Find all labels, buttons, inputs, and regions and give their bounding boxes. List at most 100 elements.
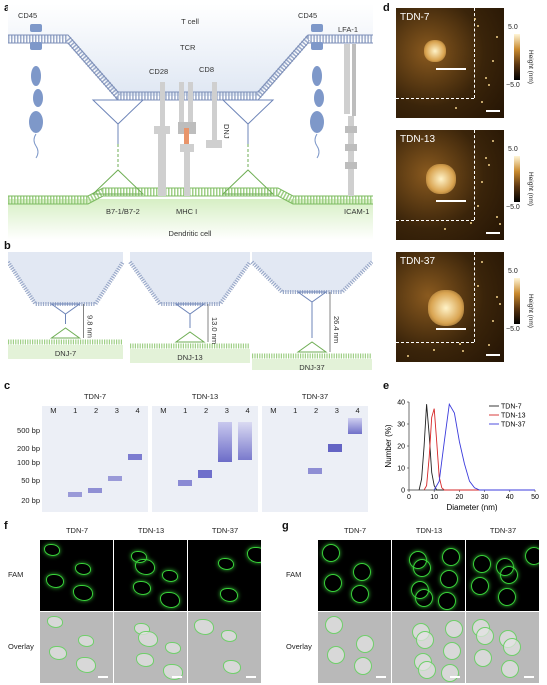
- overlay-image: [188, 612, 261, 683]
- panel-e-chart: 0 10 20 30 40 50 0 10 20 30 40 Diameter (nm) Number …: [384, 400, 539, 513]
- cell: [322, 544, 340, 562]
- gel-image: M 1 2 3 4: [42, 406, 148, 512]
- gel-tdn37: TDN-37 M 1 2 3 4: [262, 392, 368, 512]
- cell: [44, 544, 60, 556]
- lane-label: 3: [334, 406, 339, 415]
- cell: [194, 619, 214, 635]
- panel-label-f: f: [4, 520, 8, 532]
- cell: [501, 660, 519, 678]
- overlay-image: [318, 612, 391, 683]
- dnj-unit-1: 9.8 nm DNJ-7: [8, 252, 125, 359]
- panel-label-g: g: [282, 520, 289, 532]
- cell: [471, 577, 489, 595]
- cell: [165, 642, 181, 654]
- panel-g-microscopy: TDN-7 TDN-13 TDN-37 FAM Overlay: [286, 526, 546, 684]
- row-label: FAM: [286, 570, 302, 579]
- lane-label: 4: [245, 406, 250, 415]
- lane-label: M: [160, 406, 167, 415]
- column-title: TDN-37: [211, 526, 239, 535]
- cell: [440, 570, 458, 588]
- band: [178, 480, 192, 486]
- afm-particle: [428, 290, 464, 326]
- y-tick-label: 40: [397, 400, 405, 407]
- height-colorbar: [514, 156, 520, 202]
- dendritic-cell-membrane: [8, 188, 373, 204]
- cell: [160, 592, 180, 608]
- cell: [354, 657, 372, 675]
- y-tick-label: 20: [397, 444, 405, 451]
- afm-particle: [424, 40, 446, 62]
- cell: [476, 627, 494, 645]
- height-colorbar: [514, 278, 520, 324]
- cell: [47, 616, 63, 628]
- panel-label-d: d: [383, 2, 390, 14]
- label-cd45-left: CD45: [18, 11, 37, 20]
- cell: [162, 570, 178, 582]
- ladder-200: 200 bp: [17, 444, 40, 453]
- panel-d-afm: TDN-7 5.0 −5.0 Height (nm) TDN-13 5.0 −5.0 Heig…: [396, 8, 544, 370]
- band: [88, 488, 102, 493]
- cell: [353, 563, 371, 581]
- lfa1-icam1-pair: [344, 44, 357, 196]
- colorbar-min: −5.0: [506, 82, 520, 89]
- cell: [135, 559, 155, 575]
- panel-f-microscopy: TDN-7 TDN-13 TDN-37 FAM Overlay: [8, 526, 268, 684]
- legend-entry: TDN-7: [501, 404, 522, 411]
- band: [238, 422, 252, 460]
- cell: [443, 642, 461, 660]
- cell: [445, 620, 463, 638]
- cell: [442, 548, 460, 566]
- label-dendritic-cell: Dendritic cell: [169, 229, 212, 238]
- band: [128, 454, 142, 460]
- ladder-500: 500 bp: [17, 426, 40, 435]
- dnj-unit-3: 26.4 nm DNJ-37: [250, 252, 373, 370]
- row-label: Overlay: [286, 642, 312, 651]
- scale-bar: [524, 676, 534, 678]
- label-dnj: DNJ: [222, 124, 231, 139]
- scale-bar: [486, 232, 500, 234]
- y-axis-label: Number (%): [384, 424, 393, 467]
- dnj-label: DNJ-7: [55, 349, 76, 358]
- cell: [223, 660, 241, 674]
- column-title: TDN-13: [415, 526, 443, 535]
- ladder-50: 50 bp: [21, 476, 40, 485]
- dnj-distance: 13.0 nm: [210, 317, 219, 344]
- cell: [438, 592, 456, 610]
- afm-label: TDN-7: [400, 12, 430, 23]
- label-tcr: TCR: [180, 43, 196, 52]
- cell: [78, 635, 94, 647]
- scale-bar: [486, 110, 500, 112]
- cd45-right: [310, 24, 324, 159]
- gel-image: M 1 2 3 4: [262, 406, 368, 512]
- column-title: TDN-7: [65, 526, 89, 535]
- series-line-tdn-13: [423, 408, 535, 491]
- dnj-label: DNJ-37: [299, 363, 324, 370]
- band: [68, 492, 82, 497]
- fluorescence-image: [466, 540, 539, 611]
- lane-label: 4: [355, 406, 360, 415]
- lane-label: 3: [114, 406, 119, 415]
- label-b7: B7-1/B7-2: [106, 207, 140, 216]
- cell: [136, 653, 154, 667]
- band: [218, 422, 232, 462]
- x-tick-label: 40: [506, 494, 514, 501]
- x-tick-label: 10: [430, 494, 438, 501]
- gel-image: M 1 2 3 4: [152, 406, 258, 512]
- cell: [441, 664, 459, 682]
- panel-label-a: a: [4, 2, 11, 14]
- dnj-distance: 26.4 nm: [332, 316, 341, 343]
- dnj-left: [91, 99, 145, 195]
- lane-label: 2: [203, 406, 209, 415]
- panel-c-gels: 500 bp 200 bp 100 bp 50 bp 20 bp TDN-7 M…: [6, 392, 376, 512]
- overlay-image: [466, 612, 539, 683]
- band: [108, 476, 122, 481]
- gel-tdn7: TDN-7 M 1 2 3 4: [42, 392, 148, 512]
- gel-tdn13: TDN-13 M 1 2 3 4: [152, 392, 258, 512]
- series-line-tdn-7: [418, 404, 535, 491]
- cell: [75, 563, 91, 575]
- cell: [220, 588, 238, 602]
- afm-image: TDN-37: [396, 252, 504, 362]
- column-title: TDN-37: [489, 526, 517, 535]
- cell: [221, 630, 237, 642]
- band: [348, 418, 362, 434]
